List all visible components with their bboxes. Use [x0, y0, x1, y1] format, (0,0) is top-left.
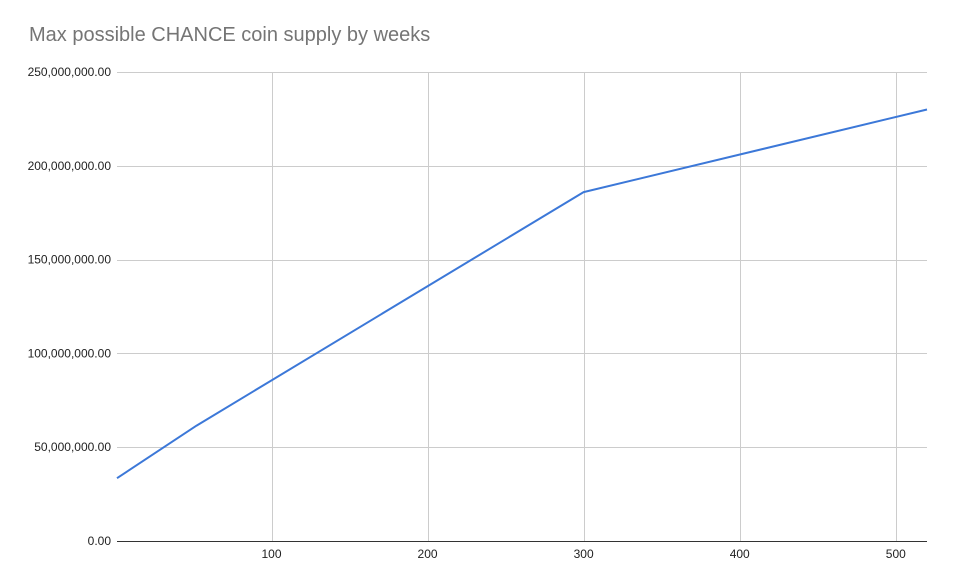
- y-tick-label: 50,000,000.00: [34, 440, 111, 454]
- x-tick-label: 200: [418, 547, 438, 561]
- x-tick-label: 500: [886, 547, 906, 561]
- y-tick-label: 200,000,000.00: [28, 159, 112, 173]
- chart-title: Max possible CHANCE coin supply by weeks: [29, 24, 431, 46]
- y-tick-label: 0.00: [88, 534, 112, 548]
- y-tick-label: 250,000,000.00: [28, 65, 112, 79]
- x-tick-label: 400: [730, 547, 750, 561]
- series-layer: [116, 108, 928, 480]
- x-tick-label: 100: [261, 547, 281, 561]
- series-line: [116, 108, 928, 480]
- gridlines: [117, 72, 927, 541]
- y-tick-label: 150,000,000.00: [28, 253, 112, 267]
- x-tick-label: 300: [574, 547, 594, 561]
- tick-labels: 0.00 50,000,000.00 100,000,000.00 150,000,0…: [28, 65, 907, 561]
- y-tick-label: 100,000,000.00: [28, 346, 112, 360]
